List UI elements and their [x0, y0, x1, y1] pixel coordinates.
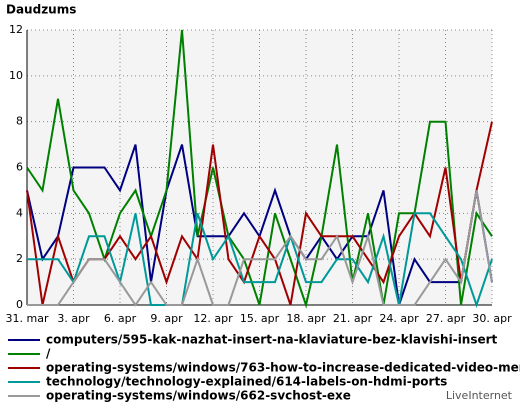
- y-tick-label: 4: [16, 206, 23, 219]
- watermark: LiveInternet: [446, 389, 513, 402]
- y-tick-label: 6: [16, 161, 23, 174]
- x-tick-label: 31. mar: [6, 312, 49, 325]
- x-tick-label: 12. apr: [193, 312, 233, 325]
- x-tick-label: 24. apr: [379, 312, 419, 325]
- x-tick-label: 30. apr: [472, 312, 512, 325]
- legend-label: computers/595-kak-nazhat-insert-na-klavi…: [46, 333, 498, 347]
- x-tick-label: 3. apr: [57, 312, 90, 325]
- y-tick-label: 8: [16, 115, 23, 128]
- x-tick-label: 15. apr: [240, 312, 280, 325]
- x-tick-label: 21. apr: [333, 312, 373, 325]
- legend-label: /: [46, 347, 51, 361]
- legend-label: operating-systems/windows/662-svchost-ex…: [46, 389, 351, 403]
- chart-title: Daudzums: [6, 3, 76, 17]
- y-tick-label: 12: [9, 23, 23, 36]
- y-tick-label: 2: [16, 252, 23, 265]
- legend-label: technology/technology-explained/614-labe…: [46, 375, 447, 389]
- x-tick-label: 6. apr: [104, 312, 137, 325]
- y-tick-label: 0: [16, 298, 23, 311]
- series-line: [27, 212, 493, 309]
- series-line: [27, 190, 493, 307]
- legend-label: operating-systems/windows/763-how-to-inc…: [46, 361, 520, 375]
- x-tick-label: 18. apr: [286, 312, 326, 325]
- y-tick-label: 10: [9, 69, 23, 82]
- x-tick-label: 9. apr: [150, 312, 183, 325]
- x-tick-label: 27. apr: [426, 312, 466, 325]
